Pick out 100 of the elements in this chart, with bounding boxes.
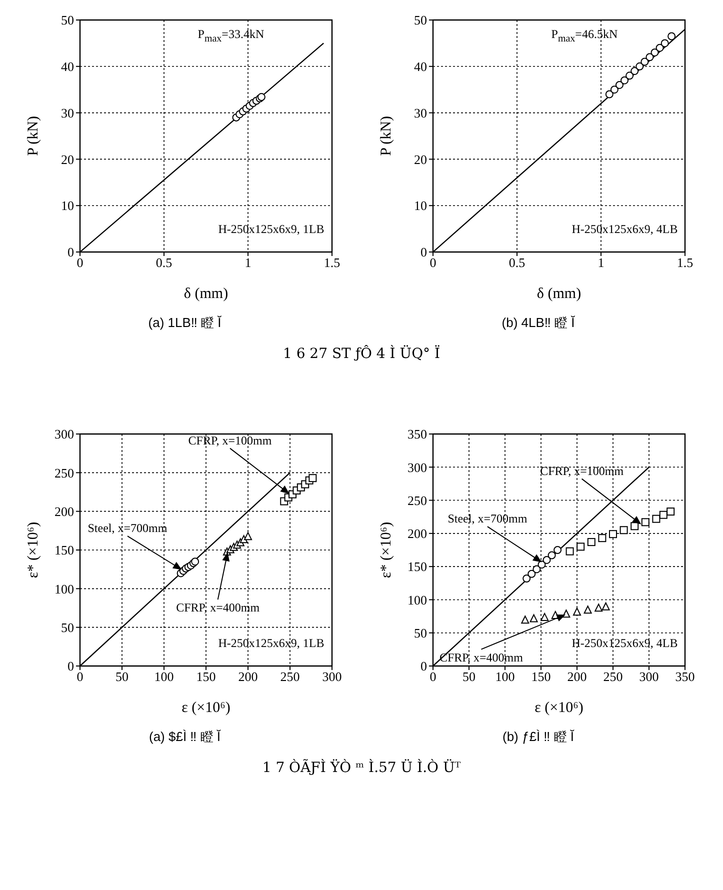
x-tick-label: 300	[640, 669, 659, 684]
y-axis-title: P (kN)	[378, 116, 395, 156]
y-tick-label: 250	[408, 492, 428, 508]
x-tick-label: 250	[280, 669, 300, 684]
point	[620, 76, 629, 84]
point	[651, 48, 660, 56]
x-axis-title: δ (mm)	[537, 286, 582, 302]
x-axis-title: δ (mm)	[184, 286, 228, 302]
annotation: CFRP, x=400mm	[440, 650, 524, 664]
point	[668, 32, 676, 40]
y-tick-label: 0	[67, 244, 74, 260]
x-tick-label: 150	[532, 669, 551, 684]
y-tick-label: 10	[414, 198, 428, 214]
y-axis-title: P (kN)	[25, 116, 42, 156]
x-tick-label: 1.5	[324, 255, 340, 270]
y-tick-label: 300	[54, 426, 74, 442]
point	[640, 58, 649, 66]
x-tick-label: 50	[462, 669, 476, 684]
y-tick-label: 0	[420, 244, 428, 260]
x-tick-label: 250	[604, 669, 623, 684]
y-tick-label: 0	[420, 658, 428, 674]
point	[548, 551, 556, 560]
point	[598, 534, 606, 542]
y-tick-label: 100	[54, 581, 74, 596]
point	[540, 612, 549, 621]
point	[522, 574, 531, 583]
point	[543, 556, 552, 564]
point	[646, 53, 654, 62]
y-tick-label: 150	[54, 542, 74, 558]
text: (b) ƒ£Ì ‼ 瞪 Ĭ	[501, 728, 576, 746]
annotation: H-250x125x6x9, 4LB	[572, 634, 678, 651]
y-tick-label: 50	[60, 12, 74, 28]
x-tick-label: 1	[598, 255, 604, 270]
point	[630, 522, 639, 530]
x-tick-label: 0.5	[156, 255, 172, 270]
y-tick-label: 10	[60, 198, 74, 214]
annotation: P$_{max}$=46.5kN	[551, 26, 618, 46]
x-tick-label: 200	[568, 669, 587, 684]
y-tick-label: 40	[60, 59, 74, 74]
point	[588, 538, 596, 546]
point	[594, 604, 603, 612]
x-axis-title: ε (×10⁶)	[534, 700, 584, 716]
y-axis-title: ε* (×10⁶)	[25, 522, 42, 578]
y-tick-label: 100	[408, 592, 428, 608]
point	[576, 542, 585, 551]
y-tick-label: 150	[408, 559, 428, 574]
x-tick-label: 0.5	[509, 255, 526, 270]
y-tick-label: 300	[408, 460, 428, 475]
x-axis-title: ε (×10⁶)	[181, 700, 230, 716]
x-tick-label: 350	[676, 669, 695, 684]
x-tick-label: 1	[244, 255, 251, 270]
point	[609, 530, 618, 538]
x-tick-label: 1.5	[677, 255, 694, 270]
y-tick-label: 200	[408, 526, 428, 542]
point	[532, 565, 541, 574]
point	[521, 616, 530, 624]
point	[620, 526, 628, 534]
annotation: H-250x125x6x9, 4LB	[572, 220, 678, 237]
text: 1 6 27 ST ƒÔ 4 Ì ÜQ° Ï	[282, 346, 442, 362]
x-tick-label: 200	[238, 669, 258, 684]
y-tick-label: 50	[414, 12, 428, 28]
point	[660, 510, 668, 519]
point	[626, 72, 634, 80]
x-tick-label: 100	[496, 669, 515, 684]
x-tick-label: 50	[115, 669, 128, 684]
text: (a) 1LB‼ 瞪 Ĭ	[147, 314, 222, 332]
y-tick-label: 350	[408, 426, 428, 442]
y-tick-label: 30	[414, 105, 428, 120]
point	[630, 67, 639, 76]
y-tick-label: 20	[414, 152, 428, 167]
annotation: H-250x125x6x9, 1LB	[218, 634, 324, 651]
y-tick-label: 250	[54, 465, 74, 480]
x-tick-label: 150	[196, 669, 216, 684]
point	[554, 546, 562, 554]
point	[616, 80, 624, 89]
point	[661, 39, 670, 48]
text: 1 7 ÒÃƑÌ ŸÒ ᵐ Ì.57 Ü Ì.Ò Üᵀ	[261, 760, 462, 776]
text: (b) 4LB‼ 瞪 Ĭ	[500, 314, 576, 332]
point	[530, 614, 538, 622]
x-tick-label: 100	[154, 669, 174, 684]
point	[244, 532, 252, 540]
point	[584, 606, 592, 614]
point	[606, 90, 614, 98]
y-tick-label: 0	[67, 658, 74, 674]
y-tick-label: 50	[60, 620, 74, 635]
annotation: CFRP, x=100mm	[188, 433, 272, 448]
point	[642, 518, 650, 526]
y-tick-label: 20	[60, 152, 74, 167]
point	[240, 535, 248, 544]
y-tick-label: 40	[414, 59, 428, 74]
annotation: H-250x125x6x9, 1LB	[218, 220, 324, 237]
point	[636, 62, 644, 70]
annotation: Steel, x=700mm	[448, 512, 528, 526]
annotation: Steel, x=700mm	[88, 521, 168, 536]
point	[652, 514, 660, 523]
point	[528, 570, 536, 578]
annotation: P$_{max}$=33.4kN	[198, 26, 264, 46]
x-tick-label: 300	[322, 669, 342, 684]
point	[602, 602, 610, 610]
point	[573, 608, 582, 616]
